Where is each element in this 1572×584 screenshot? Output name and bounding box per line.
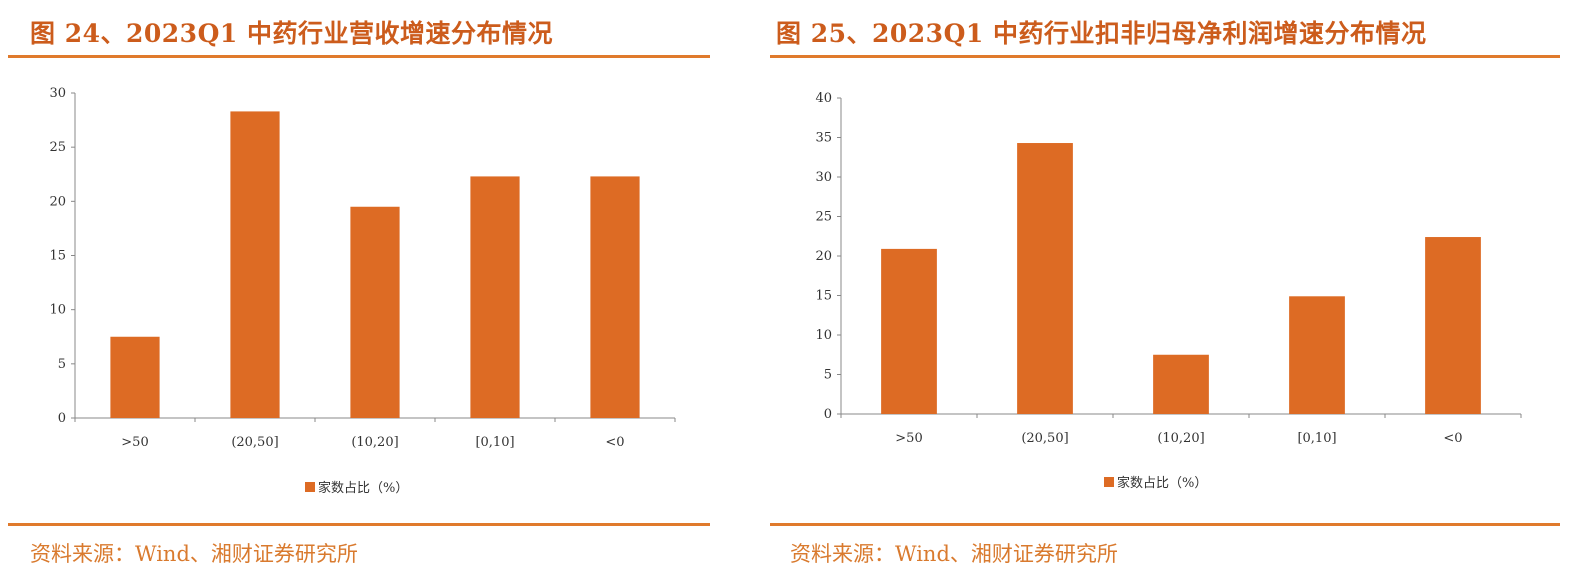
left-bar (110, 336, 160, 418)
right-title-rule (770, 55, 1560, 58)
left-source-rule (8, 523, 710, 526)
right-x-tick-label: (10,20] (1157, 431, 1204, 446)
left-legend: 家数占比（%） (305, 480, 408, 496)
right-x-tick-label: (20,50] (1021, 431, 1068, 446)
left-figure-panel: 图 24、2023Q1 中药行业营收增速分布情况 0 5 10 15 20 25 30 >50… (8, 0, 710, 584)
left-y-tick-label: 25 (49, 140, 66, 155)
left-x-tick-label: (20,50] (231, 435, 278, 450)
left-bar-chart: 0 5 10 15 20 25 30 >50 (20,50] (10,20] [0,10] <0 家数占… (49, 86, 676, 496)
right-bar (1289, 296, 1345, 414)
right-x-tick-label: [0,10] (1297, 431, 1336, 446)
left-x-tick-label: >50 (121, 435, 148, 450)
left-source-note: 资料来源：Wind、湘财证券研究所 (30, 542, 358, 566)
right-source-rule (770, 523, 1560, 526)
right-legend-label: 家数占比（%） (1117, 475, 1207, 491)
right-y-tick-label: 30 (815, 170, 832, 185)
left-legend-swatch (305, 482, 315, 492)
left-y-tick-label: 30 (49, 86, 66, 101)
right-bar (1425, 237, 1481, 414)
left-bar (590, 176, 640, 418)
right-bar (1017, 143, 1073, 414)
left-legend-label: 家数占比（%） (318, 480, 408, 496)
left-y-tick-label: 0 (58, 411, 66, 426)
right-x-tick-label: >50 (895, 431, 922, 446)
right-figure-panel: 图 25、2023Q1 中药行业扣非归母净利润增速分布情况 0 5 10 15 20 25… (770, 0, 1560, 584)
right-y-tick-label: 0 (824, 407, 832, 422)
left-bar (230, 111, 280, 419)
left-y-tick-label: 10 (49, 303, 66, 318)
right-y-tick-label: 15 (815, 289, 832, 304)
right-bar-chart: 0 5 10 15 20 25 30 35 40 >50 (20,50] (10,20] [0,10] <… (815, 91, 1522, 491)
left-bar (470, 176, 520, 418)
left-y-tick-label: 5 (58, 357, 66, 372)
right-y-tick-label: 20 (815, 249, 832, 264)
right-source-note: 资料来源：Wind、湘财证券研究所 (790, 542, 1118, 566)
left-y-tick-label: 15 (49, 249, 66, 264)
left-figure-title: 图 24、2023Q1 中药行业营收增速分布情况 (30, 19, 553, 48)
right-bar (1153, 354, 1209, 414)
left-x-tick-label: <0 (605, 435, 624, 450)
left-title-rule (8, 55, 710, 58)
right-y-tick-label: 35 (815, 131, 832, 146)
left-x-tick-label: [0,10] (475, 435, 514, 450)
right-y-tick-label: 40 (815, 91, 832, 106)
right-legend: 家数占比（%） (1104, 475, 1207, 491)
right-bar (881, 248, 937, 414)
left-x-tick-label: (10,20] (351, 435, 398, 450)
right-y-tick-label: 25 (815, 210, 832, 225)
right-legend-swatch (1104, 477, 1114, 487)
right-x-tick-label: <0 (1443, 431, 1462, 446)
right-y-tick-label: 10 (815, 328, 832, 343)
right-y-tick-label: 5 (824, 368, 832, 383)
left-bar (350, 206, 400, 418)
right-figure-title: 图 25、2023Q1 中药行业扣非归母净利润增速分布情况 (776, 19, 1427, 48)
left-y-tick-label: 20 (49, 194, 66, 209)
